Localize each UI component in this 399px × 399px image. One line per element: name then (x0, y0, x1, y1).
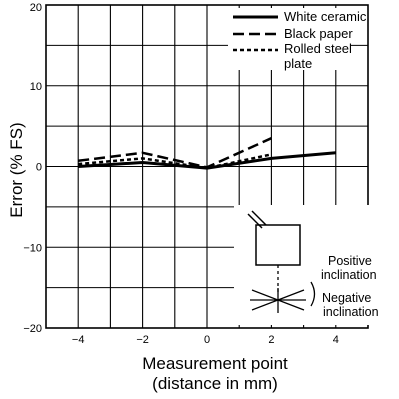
plot-frame (45, 4, 369, 329)
x-tick-label: 0 (204, 334, 210, 346)
y-tick-label: −10 (23, 242, 42, 254)
negative-label-line1: Negative (322, 291, 371, 305)
series-line-2 (78, 137, 272, 169)
sensor-body-icon (255, 224, 301, 266)
legend-label-white-ceramic: White ceramic (284, 9, 367, 24)
x-tick-label: −4 (72, 334, 85, 346)
legend-label-black-paper: Black paper (284, 26, 353, 41)
legend-label-rolled-steel-line1: Rolled steel (284, 41, 352, 56)
inclination-diagram: Positive inclination Negative inclinatio… (234, 205, 396, 325)
negative-label-line2: inclination (323, 305, 379, 319)
y-axis-label: Error (% FS) (7, 122, 26, 217)
legend-label-rolled-steel-line2: plate (284, 56, 312, 71)
y-tick-label: 0 (36, 162, 42, 174)
series-group (78, 137, 336, 170)
positive-label-line1: Positive (328, 254, 372, 268)
x-tick-label: 4 (333, 334, 339, 346)
x-axis-label-line1: Measurement point (142, 354, 288, 373)
x-axis-label-line2: (distance in mm) (152, 374, 278, 393)
inclination-brace-icon (310, 281, 316, 307)
positive-label-line2: inclination (321, 268, 377, 282)
y-tick-label: 20 (30, 2, 42, 14)
sensor-emitter-icon-b (251, 210, 267, 226)
y-tick-label: 10 (30, 81, 42, 93)
sensor-emitter-icon (247, 213, 263, 229)
legend: White ceramic Black paper Rolled steel p… (228, 8, 367, 71)
x-tick-label: 2 (268, 334, 274, 346)
series-line-3 (78, 153, 272, 170)
y-tick-label: −20 (23, 323, 42, 335)
x-tick-label: −2 (136, 334, 149, 346)
